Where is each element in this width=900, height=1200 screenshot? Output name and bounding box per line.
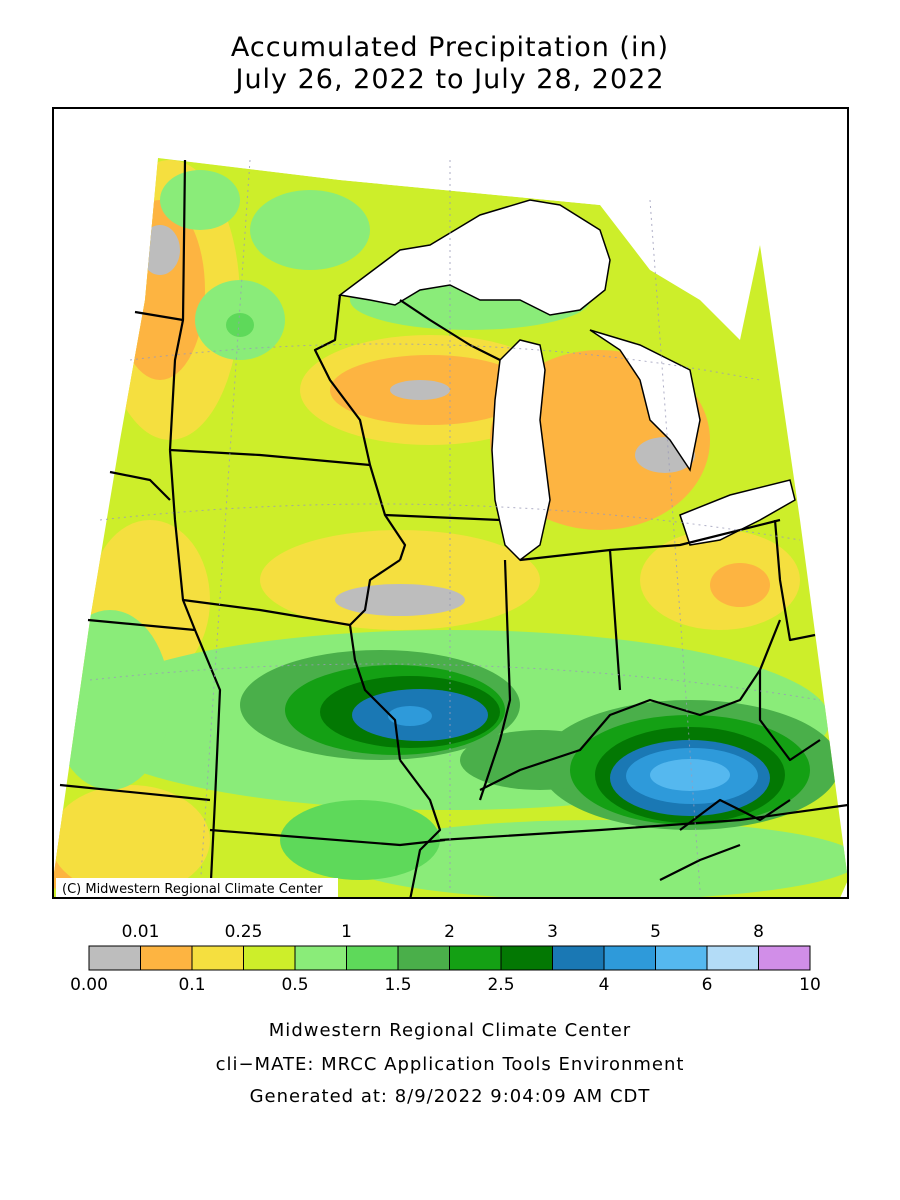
legend-swatch-11 [655, 945, 708, 971]
legend-swatch-8 [500, 945, 553, 971]
legend-bottom-label: 2.5 [487, 975, 515, 995]
legend-swatch-6 [397, 945, 450, 971]
legend-top-label: 1 [341, 922, 352, 942]
footer-tool: cli−MATE: MRCC Application Tools Environ… [215, 1054, 685, 1075]
copyright-text: (C) Midwestern Regional Climate Center [62, 882, 323, 897]
map-title: Accumulated Precipitation (in) [230, 32, 670, 63]
footer-org: Midwestern Regional Climate Center [268, 1020, 632, 1041]
legend-top-label: 2 [444, 922, 455, 942]
legend-top-label: 8 [753, 922, 764, 942]
legend-swatch-7 [449, 945, 502, 971]
legend-swatch-2 [191, 945, 244, 971]
precip-field [53, 108, 848, 898]
legend-bottom-label: 0.5 [281, 975, 309, 995]
legend-swatch-12 [706, 945, 759, 971]
legend-bottom-label: 1.5 [384, 975, 412, 995]
legend-swatch-5 [346, 945, 399, 971]
legend-bottom-label: 6 [701, 975, 713, 995]
legend-bottom-label: 10 [799, 975, 821, 995]
legend-top-label: 5 [650, 922, 661, 942]
legend-top-label: 0.01 [121, 922, 160, 942]
map-frame-border [52, 107, 849, 899]
legend-bottom-label: 0.00 [70, 975, 108, 995]
legend-swatch-3 [243, 945, 296, 971]
legend-bottom-label: 4 [598, 975, 610, 995]
legend-swatch-13 [758, 945, 811, 971]
legend-swatch-1 [140, 945, 193, 971]
color-legend-bar [88, 945, 811, 971]
legend-swatch-4 [294, 945, 347, 971]
map-date-range: July 26, 2022 to July 28, 2022 [235, 64, 665, 95]
legend-bottom-label: 0.1 [178, 975, 206, 995]
legend-swatch-10 [603, 945, 656, 971]
footer-generated: Generated at: 8/9/2022 9:04:09 AM CDT [249, 1086, 651, 1107]
legend-top-label: 3 [547, 922, 558, 942]
legend-swatch-0 [88, 945, 141, 971]
legend-swatch-9 [552, 945, 605, 971]
legend-top-label: 0.25 [224, 922, 263, 942]
